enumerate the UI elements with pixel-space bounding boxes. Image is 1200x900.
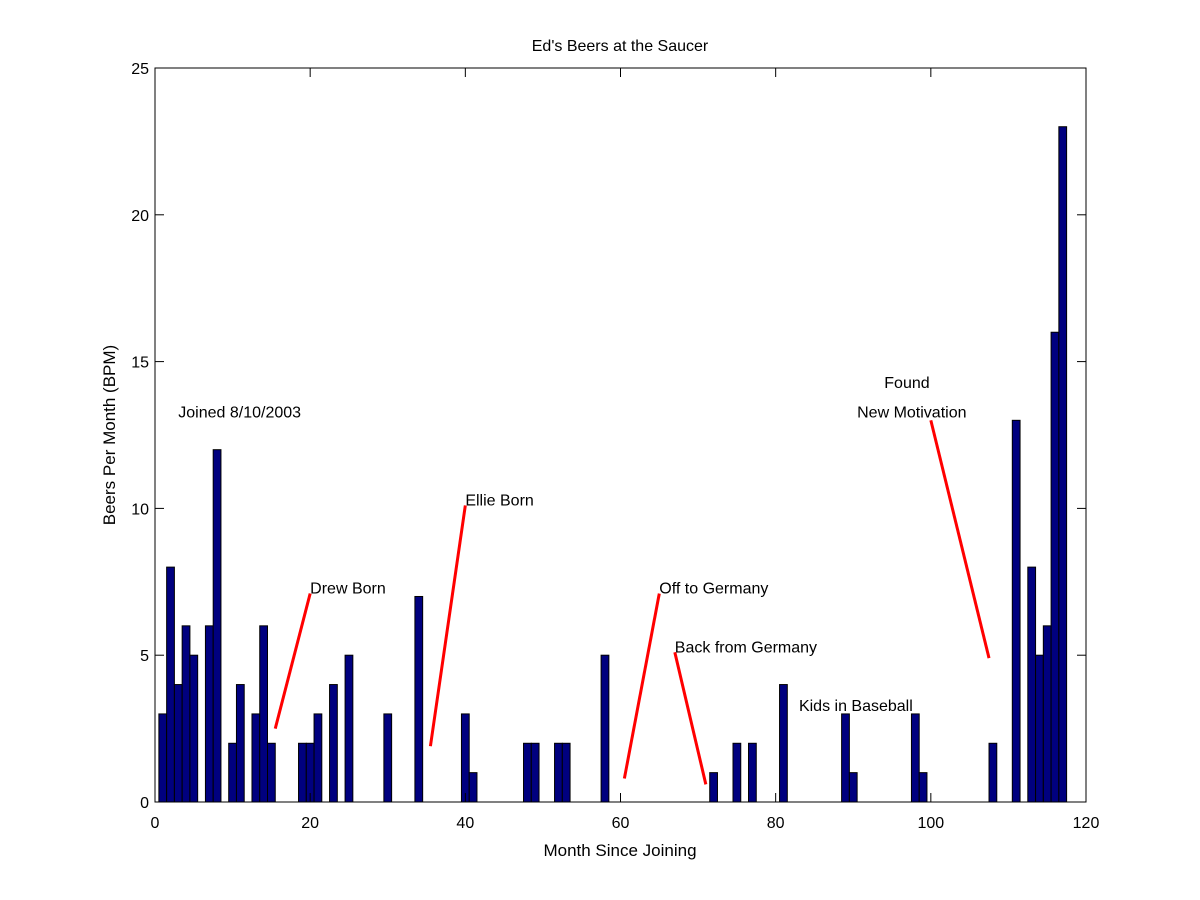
bar-month-117: [1058, 126, 1068, 803]
bar-month-10: [228, 742, 237, 803]
x-axis-ticks: 0 20 40 60 80 100 120: [151, 68, 1100, 832]
annotation-pointer-line: [622, 593, 661, 779]
bar-month-108: [988, 742, 998, 803]
y-tick-label: 0: [140, 795, 149, 812]
chart-title: Ed's Beers at the Saucer: [532, 38, 709, 55]
bar-month-81: [779, 684, 788, 803]
x-tick-label: 20: [301, 815, 319, 832]
bar-month-52: [554, 742, 563, 803]
annotation-label: Back from Germany: [675, 639, 817, 656]
y-tick-label: 20: [131, 208, 149, 225]
y-tick-label: 5: [140, 648, 149, 665]
bar-month-99: [918, 772, 928, 803]
annotation-label: Joined 8/10/2003: [178, 404, 301, 421]
annotation-label: New Motivation: [857, 404, 966, 421]
bar-month-8: [212, 449, 222, 803]
y-tick-label: 25: [131, 61, 149, 78]
annotation-label: Drew Born: [310, 581, 386, 598]
bar-month-25: [344, 654, 354, 803]
bar-month-14: [259, 625, 268, 803]
x-axis-label: Month Since Joining: [543, 841, 696, 860]
y-tick-label: 15: [131, 355, 149, 372]
bar-month-2: [166, 566, 175, 803]
bar-month-15: [267, 742, 276, 803]
bar-month-1: [158, 713, 168, 803]
bar-month-77: [748, 742, 757, 803]
bar-month-53: [561, 742, 571, 803]
bar-month-72: [709, 772, 718, 803]
x-tick-label: 40: [456, 815, 474, 832]
x-tick-label: 60: [612, 815, 630, 832]
bar-month-4: [181, 625, 191, 803]
bar-month-19: [298, 742, 307, 803]
annotation-pointer-line: [929, 419, 991, 659]
y-axis-ticks: 0 5 10 15 20 25: [131, 61, 1086, 812]
x-tick-label: 80: [767, 815, 785, 832]
annotation-label: Found: [884, 375, 929, 392]
x-tick-label: 100: [917, 815, 944, 832]
bar-month-7: [204, 625, 214, 803]
annotation-pointer-line: [428, 505, 467, 747]
annotations: Joined 8/10/2003 Drew Born Ellie Born Off t…: [178, 375, 966, 715]
x-tick-label: 120: [1073, 815, 1100, 832]
bar-month-11: [235, 684, 245, 803]
bar-month-48: [523, 742, 532, 803]
annotation-label: Off to Germany: [659, 581, 768, 598]
bar-month-58: [600, 654, 610, 803]
bar-month-3: [173, 684, 183, 803]
annotation-pointer-line: [273, 593, 312, 729]
bar-month-41: [468, 772, 478, 803]
bar-month-113: [1027, 566, 1037, 803]
bar-month-89: [841, 713, 850, 803]
bar-month-116: [1050, 331, 1060, 803]
y-tick-label: 10: [131, 501, 149, 518]
bar-month-98: [910, 713, 920, 803]
bar-month-5: [189, 654, 199, 803]
bar-month-21: [313, 713, 323, 803]
bar-month-40: [460, 713, 470, 803]
y-axis-label: Beers Per Month (BPM): [100, 345, 119, 525]
x-tick-label: 0: [151, 815, 160, 832]
bar-month-34: [414, 595, 424, 803]
bar-month-23: [329, 684, 338, 803]
bar-month-13: [251, 713, 261, 803]
bar-month-75: [732, 742, 742, 803]
bar-month-30: [383, 713, 393, 803]
bar-month-90: [848, 772, 858, 803]
bar-month-49: [530, 742, 540, 803]
bar-month-111: [1011, 419, 1021, 803]
bar-month-114: [1035, 654, 1044, 803]
bar-month-115: [1042, 625, 1052, 803]
annotation-label: Ellie Born: [465, 492, 533, 509]
annotation-pointer-line: [673, 651, 708, 785]
annotation-lines: [273, 419, 991, 785]
annotation-label: Kids in Baseball: [799, 698, 913, 715]
